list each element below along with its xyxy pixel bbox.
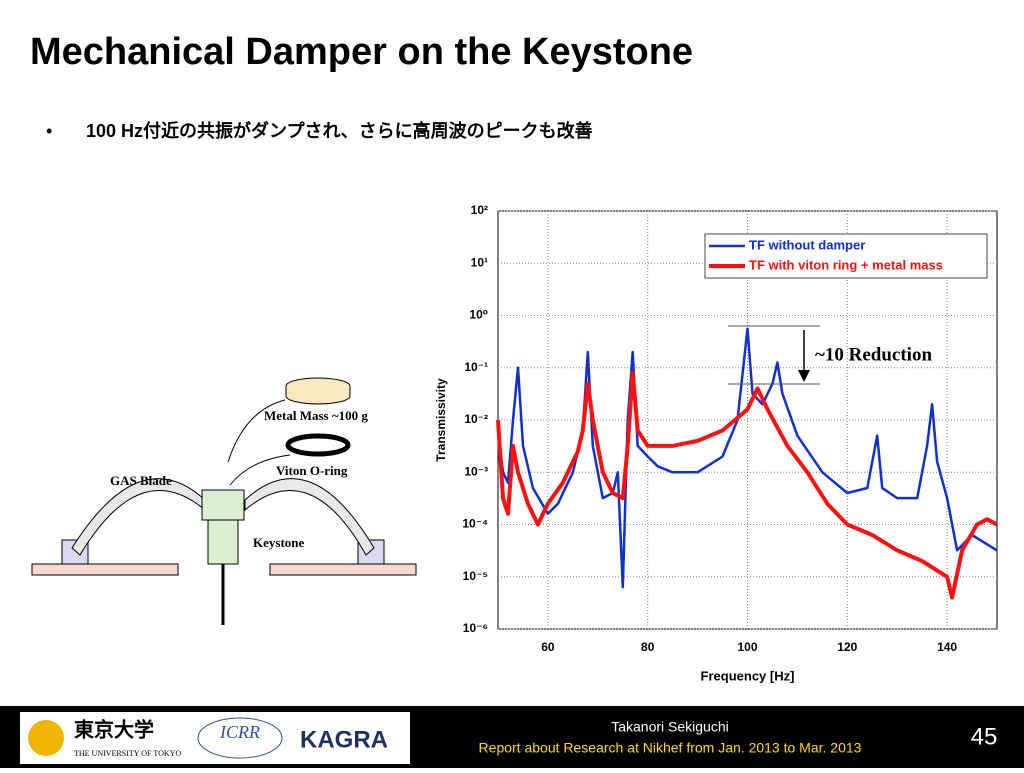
bullet-text: 100 Hz付近の共振がダンプされ、さらに高周波のピークも改善	[86, 120, 593, 141]
legend-label: TF without damper	[749, 237, 865, 252]
logo-text: THE UNIVERSITY OF TOKYO	[74, 749, 181, 758]
annotation-arrowhead	[798, 370, 810, 382]
y-tick-label: 10⁻⁶	[463, 621, 488, 635]
y-tick-label: 10⁻⁵	[463, 569, 488, 583]
bullet-dot: •	[46, 121, 52, 141]
footer-report: Report about Research at Nikhef from Jan…	[479, 740, 862, 756]
x-tick-label: 100	[737, 640, 757, 654]
footer-author: Takanori Sekiguchi	[611, 719, 729, 735]
y-tick-label: 10⁻²	[464, 412, 488, 426]
logo-text: ICRR	[219, 722, 260, 742]
diagram-label: Viton O-ring	[276, 463, 348, 478]
x-tick-label: 60	[541, 640, 555, 654]
y-tick-label: 10¹	[471, 255, 488, 269]
x-tick-label: 80	[641, 640, 655, 654]
x-tick-label: 140	[937, 640, 957, 654]
y-tick-label: 10²	[471, 203, 488, 217]
y-tick-label: 10⁻³	[464, 464, 488, 478]
logo-area	[20, 712, 410, 764]
annotation: ~10 Reduction	[815, 344, 932, 365]
slide-title: Mechanical Damper on the Keystone	[30, 31, 693, 73]
logo-icon	[28, 720, 64, 756]
legend-box	[704, 233, 988, 279]
series-line	[496, 370, 998, 600]
diagram-label: Keystone	[253, 535, 305, 550]
diagram-label: Metal Mass ~100 g	[264, 408, 368, 423]
x-tick-label: 120	[837, 640, 857, 654]
damper-diagram	[31, 377, 417, 625]
page-number: 45	[971, 723, 998, 750]
logo-icon	[197, 717, 283, 759]
y-tick-label: 10⁻¹	[464, 360, 488, 374]
y-tick-label: 10⁰	[469, 308, 488, 322]
diagram-label: GAS Blade	[110, 473, 172, 488]
logo-text: 東京大学	[74, 718, 154, 742]
legend-label: TF with viton ring + metal mass	[749, 257, 943, 272]
y-axis-label: Transmissivity	[434, 378, 448, 462]
x-axis-label: Frequency [Hz]	[701, 668, 795, 683]
chart: 10² 10¹ 10⁰ 10⁻¹ 10⁻² 10⁻³ 10⁻⁴ 10⁻⁵ 10⁻⁶ 60 80 100…	[434, 203, 998, 683]
y-tick-label: 10⁻⁴	[462, 517, 488, 531]
logo-text: KAGRA	[300, 726, 388, 753]
series-line	[496, 327, 998, 589]
